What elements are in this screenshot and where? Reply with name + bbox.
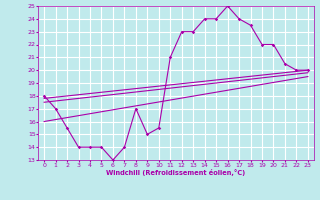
X-axis label: Windchill (Refroidissement éolien,°C): Windchill (Refroidissement éolien,°C) xyxy=(106,169,246,176)
